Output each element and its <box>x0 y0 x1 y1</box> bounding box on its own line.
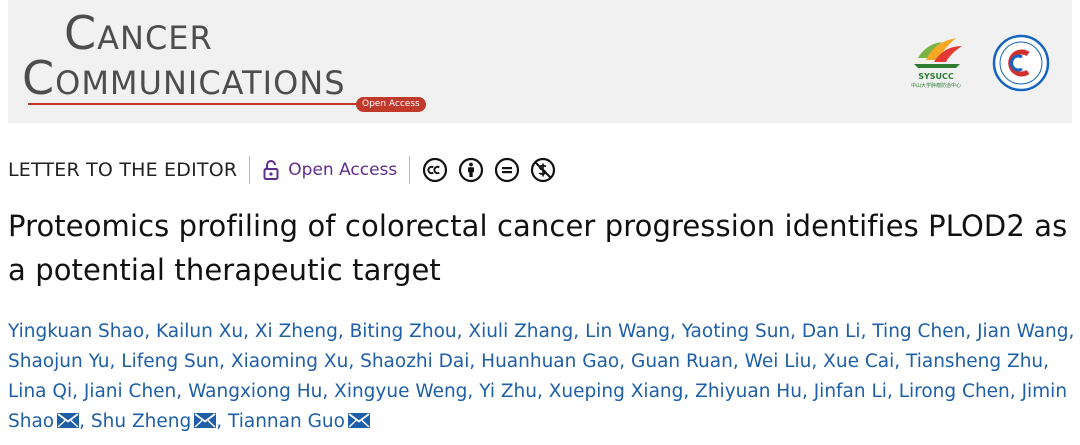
author-separator: , <box>144 321 156 342</box>
author-link[interactable]: Guan Ruan <box>631 351 733 372</box>
open-access-link[interactable]: Open Access <box>288 160 398 180</box>
author-link[interactable]: Lin Wang <box>585 321 671 342</box>
sysucc-logo-text: SYSUCC <box>918 72 954 81</box>
author-link[interactable]: Tiansheng Zhu <box>906 351 1044 372</box>
meta-divider-2 <box>409 156 411 184</box>
author-separator: , <box>670 321 682 342</box>
nc-icon[interactable] <box>530 157 556 183</box>
author-separator: , <box>801 381 814 402</box>
sysucc-emblem-icon <box>914 38 962 68</box>
author-separator: , <box>216 411 228 432</box>
author-link[interactable]: Lina Qi <box>8 381 73 402</box>
author-separator: , <box>965 321 978 342</box>
mail-icon[interactable] <box>194 408 217 428</box>
author-separator: , <box>348 351 361 372</box>
author-separator: , <box>683 381 696 402</box>
journal-name-rest2: OMMUNICATIONS <box>55 64 346 102</box>
sysucc-logo[interactable]: SYSUCC 中山大学肿瘤防治中心 <box>904 28 968 98</box>
author-separator: , <box>860 321 873 342</box>
cancer-communications-seal[interactable] <box>992 34 1050 96</box>
journal-name-line1: CANCER <box>64 9 213 62</box>
author-separator: , <box>79 411 91 432</box>
open-lock-icon <box>262 159 280 181</box>
journal-name-rest1: ANCER <box>97 19 213 57</box>
cc-icon[interactable] <box>422 157 448 183</box>
author-separator: , <box>536 381 549 402</box>
author-link[interactable]: Yi Zhu <box>479 381 537 402</box>
author-separator: , <box>811 351 824 372</box>
author-link[interactable]: Kailun Xu <box>155 321 244 342</box>
author-separator: , <box>219 351 231 372</box>
mail-icon[interactable] <box>347 408 370 428</box>
by-icon[interactable] <box>458 157 484 183</box>
article-meta-row: LETTER TO THE EDITOR Open Access <box>8 154 556 186</box>
author-separator: , <box>732 351 745 372</box>
author-link[interactable]: Wei Liu <box>744 351 812 372</box>
author-separator: , <box>109 351 122 372</box>
meta-divider <box>249 156 251 184</box>
author-link[interactable]: Wangxiong Hu <box>188 381 323 402</box>
author-separator: , <box>243 321 255 342</box>
open-access-tag: Open Access <box>356 97 426 112</box>
author-link[interactable]: Lifeng Sun <box>121 351 220 372</box>
author-separator: , <box>1009 381 1022 402</box>
author-link[interactable]: Jinfan Li <box>813 381 887 402</box>
author-link[interactable]: Zhiyuan Hu <box>695 381 802 402</box>
author-separator: , <box>322 381 335 402</box>
nd-icon[interactable] <box>494 157 520 183</box>
journal-seal-icon <box>992 34 1050 92</box>
journal-name-initial-c: C <box>64 6 98 60</box>
author-separator: , <box>467 381 480 402</box>
journal-name-initial-c2: C <box>22 51 56 105</box>
author-separator: , <box>337 321 350 342</box>
author-link[interactable]: Jimin Shao <box>8 381 1068 432</box>
journal-banner: CANCER COMMUNICATIONS Open Access SYSUCC… <box>8 0 1072 123</box>
author-separator: , <box>1068 321 1075 342</box>
author-separator: , <box>573 321 586 342</box>
author-link[interactable]: Lirong Chen <box>898 381 1010 402</box>
author-link[interactable]: Tiannan Guo <box>227 411 345 432</box>
author-link[interactable]: Xue Cai <box>823 351 895 372</box>
license-icons[interactable] <box>422 157 556 183</box>
author-list: Yingkuan Shao, Kailun Xu, Xi Zheng, Biti… <box>8 317 1076 437</box>
author-link[interactable]: Dan Li <box>801 321 861 342</box>
author-separator: , <box>790 321 802 342</box>
journal-name-line2: COMMUNICATIONS <box>22 54 346 107</box>
author-separator: , <box>176 381 189 402</box>
author-separator: , <box>619 351 632 372</box>
author-separator: , <box>1043 351 1050 372</box>
article-type: LETTER TO THE EDITOR <box>8 159 238 181</box>
author-link[interactable]: Jian Wang <box>977 321 1069 342</box>
author-separator: , <box>469 351 482 372</box>
article-title: Proteomics profiling of colorectal cance… <box>8 209 1068 287</box>
author-separator: , <box>886 381 899 402</box>
author-separator: , <box>456 321 469 342</box>
author-link[interactable]: Xiaoming Xu <box>230 351 349 372</box>
author-link[interactable]: Biting Zhou <box>349 321 457 342</box>
author-link[interactable]: Jiani Chen <box>83 381 177 402</box>
author-link[interactable]: Xiuli Zhang <box>468 321 574 342</box>
author-link[interactable]: Ting Chen <box>872 321 966 342</box>
masthead-rule <box>28 103 358 105</box>
author-link[interactable]: Xingyue Weng <box>334 381 468 402</box>
sysucc-logo-subtext: 中山大学肿瘤防治中心 <box>910 83 961 89</box>
author-link[interactable]: Huanhuan Gao <box>481 351 620 372</box>
author-link[interactable]: Yingkuan Shao <box>8 321 145 342</box>
author-link[interactable]: Shu Zheng <box>90 411 192 432</box>
mail-icon[interactable] <box>57 408 80 428</box>
author-separator: , <box>894 351 906 372</box>
author-separator: , <box>72 381 84 402</box>
author-link[interactable]: Shaozhi Dai <box>360 351 470 372</box>
author-link[interactable]: Xueping Xiang <box>548 381 684 402</box>
author-link[interactable]: Yaoting Sun <box>681 321 791 342</box>
author-link[interactable]: Shaojun Yu <box>8 351 110 372</box>
author-link[interactable]: Xi Zheng <box>254 321 338 342</box>
